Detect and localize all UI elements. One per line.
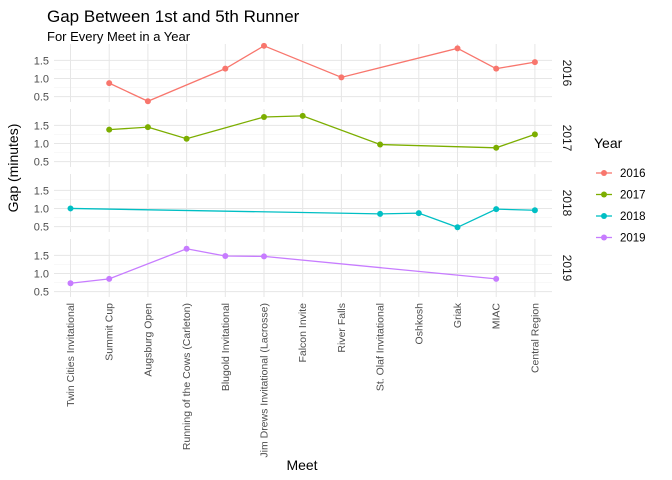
x-tick-label: Oshkosh [413,303,425,345]
facet-panel-2018: 0.5 1.0 1.5 2018 [34,174,574,234]
y-tick-label: 0.5 [34,287,49,299]
x-axis-ticks: Twin Cities Invitational Summit Cup Augsbu… [65,302,541,457]
data-point-2017-8 [531,131,538,138]
legend-item-2018: 2018 [596,211,646,223]
y-tick-label: 1.5 [34,120,49,132]
data-point-2017-1 [106,126,113,133]
x-axis-label: Meet [286,457,317,473]
x-tick-label: MIAC [491,303,503,330]
legend-key-point [601,170,607,176]
data-point-2019-3 [183,245,190,252]
data-point-2018-4 [454,224,461,231]
y-axis-label: Gap (minutes) [5,124,21,213]
y-tick-label: 1.0 [34,268,49,280]
data-point-2017-3 [183,135,190,142]
legend-item-2019: 2019 [596,233,646,245]
legend-label: 2018 [620,211,646,223]
data-point-2019-5 [261,253,267,260]
data-point-2016-3 [222,65,229,72]
facet-strip-label-2017: 2017 [560,125,574,152]
data-point-2017-6 [377,141,384,148]
data-point-2019-2 [106,275,113,282]
data-point-2016-6 [454,45,461,52]
data-point-2017-4 [261,113,267,120]
chart-subtitle: For Every Meet in a Year [47,29,191,44]
data-point-2016-2 [144,98,151,105]
y-tick-label: 1.0 [34,203,49,215]
legend-item-2016: 2016 [596,168,646,180]
x-tick-label: Blugold Invitational [220,303,232,391]
data-point-2017-7 [493,144,500,151]
y-tick-label: 1.5 [34,250,49,262]
y-tick-label: 1.5 [34,55,49,67]
legend-label: 2019 [620,233,646,245]
data-point-2016-7 [493,65,500,72]
legend-key-point [601,191,607,198]
data-point-2018-3 [415,210,422,217]
facet-panel-2019: 0.5 1.0 1.5 2019 [34,239,574,299]
x-tick-label: Augsburg Open [142,303,154,377]
data-point-2016-8 [531,59,538,66]
y-tick-label: 0.5 [34,157,49,169]
series-line-2017 [109,115,536,149]
x-tick-label: Running of the Cows (Carleton) [181,303,193,450]
x-tick-label: Twin Cities Invitational [65,303,77,407]
y-tick-label: 1.5 [34,185,49,197]
data-point-2018-6 [531,207,538,214]
y-tick-label: 1.0 [34,73,49,85]
x-tick-label: Central Region [529,303,541,373]
chart-title: Gap Between 1st and 5th Runner [47,7,300,26]
x-tick-label: St. Olaf Invitational [375,303,387,391]
facet-strip-label-2018: 2018 [560,190,574,217]
y-tick-label: 1.0 [34,138,49,150]
data-point-2016-4 [261,42,267,49]
facet-strip-label-2019: 2019 [560,255,574,282]
facet-panel-2016: 0.5 1.0 1.5 2016 [34,42,574,105]
y-tick-label: 0.5 [34,92,49,104]
legend-title: Year [594,135,623,151]
y-tick-label: 0.5 [34,222,49,234]
data-point-2018-1 [67,205,74,212]
legend-label: 2016 [620,168,646,180]
data-point-2016-5 [338,74,345,81]
legend-key-point [601,234,607,241]
data-point-2018-2 [377,210,384,217]
data-point-2019-4 [222,253,229,260]
legend: Year 2016 2017 2018 2019 [594,135,646,245]
x-tick-label: Summit Cup [104,303,116,361]
facet-strip-label-2016: 2016 [560,60,574,87]
x-tick-label: River Falls [336,303,348,353]
legend-label: 2017 [620,190,646,202]
legend-item-2017: 2017 [596,190,646,202]
x-tick-label: Griak [452,302,464,328]
x-tick-label: Jim Drews Invitational (Lacrosse) [259,303,271,458]
legend-key-point [601,213,607,219]
series-line-2016 [108,45,536,102]
data-point-2017-2 [144,124,151,131]
data-point-2016-1 [106,80,113,87]
facet-panel-2017: 0.5 1.0 1.5 2017 [34,109,574,169]
data-point-2018-5 [493,206,500,213]
x-tick-label: Falcon Invite [297,303,309,363]
data-point-2017-5 [299,112,306,119]
data-point-2019-6 [493,275,500,282]
series-line-2019 [70,248,497,284]
data-point-2019-1 [67,280,74,287]
series-line-2018 [70,207,535,228]
